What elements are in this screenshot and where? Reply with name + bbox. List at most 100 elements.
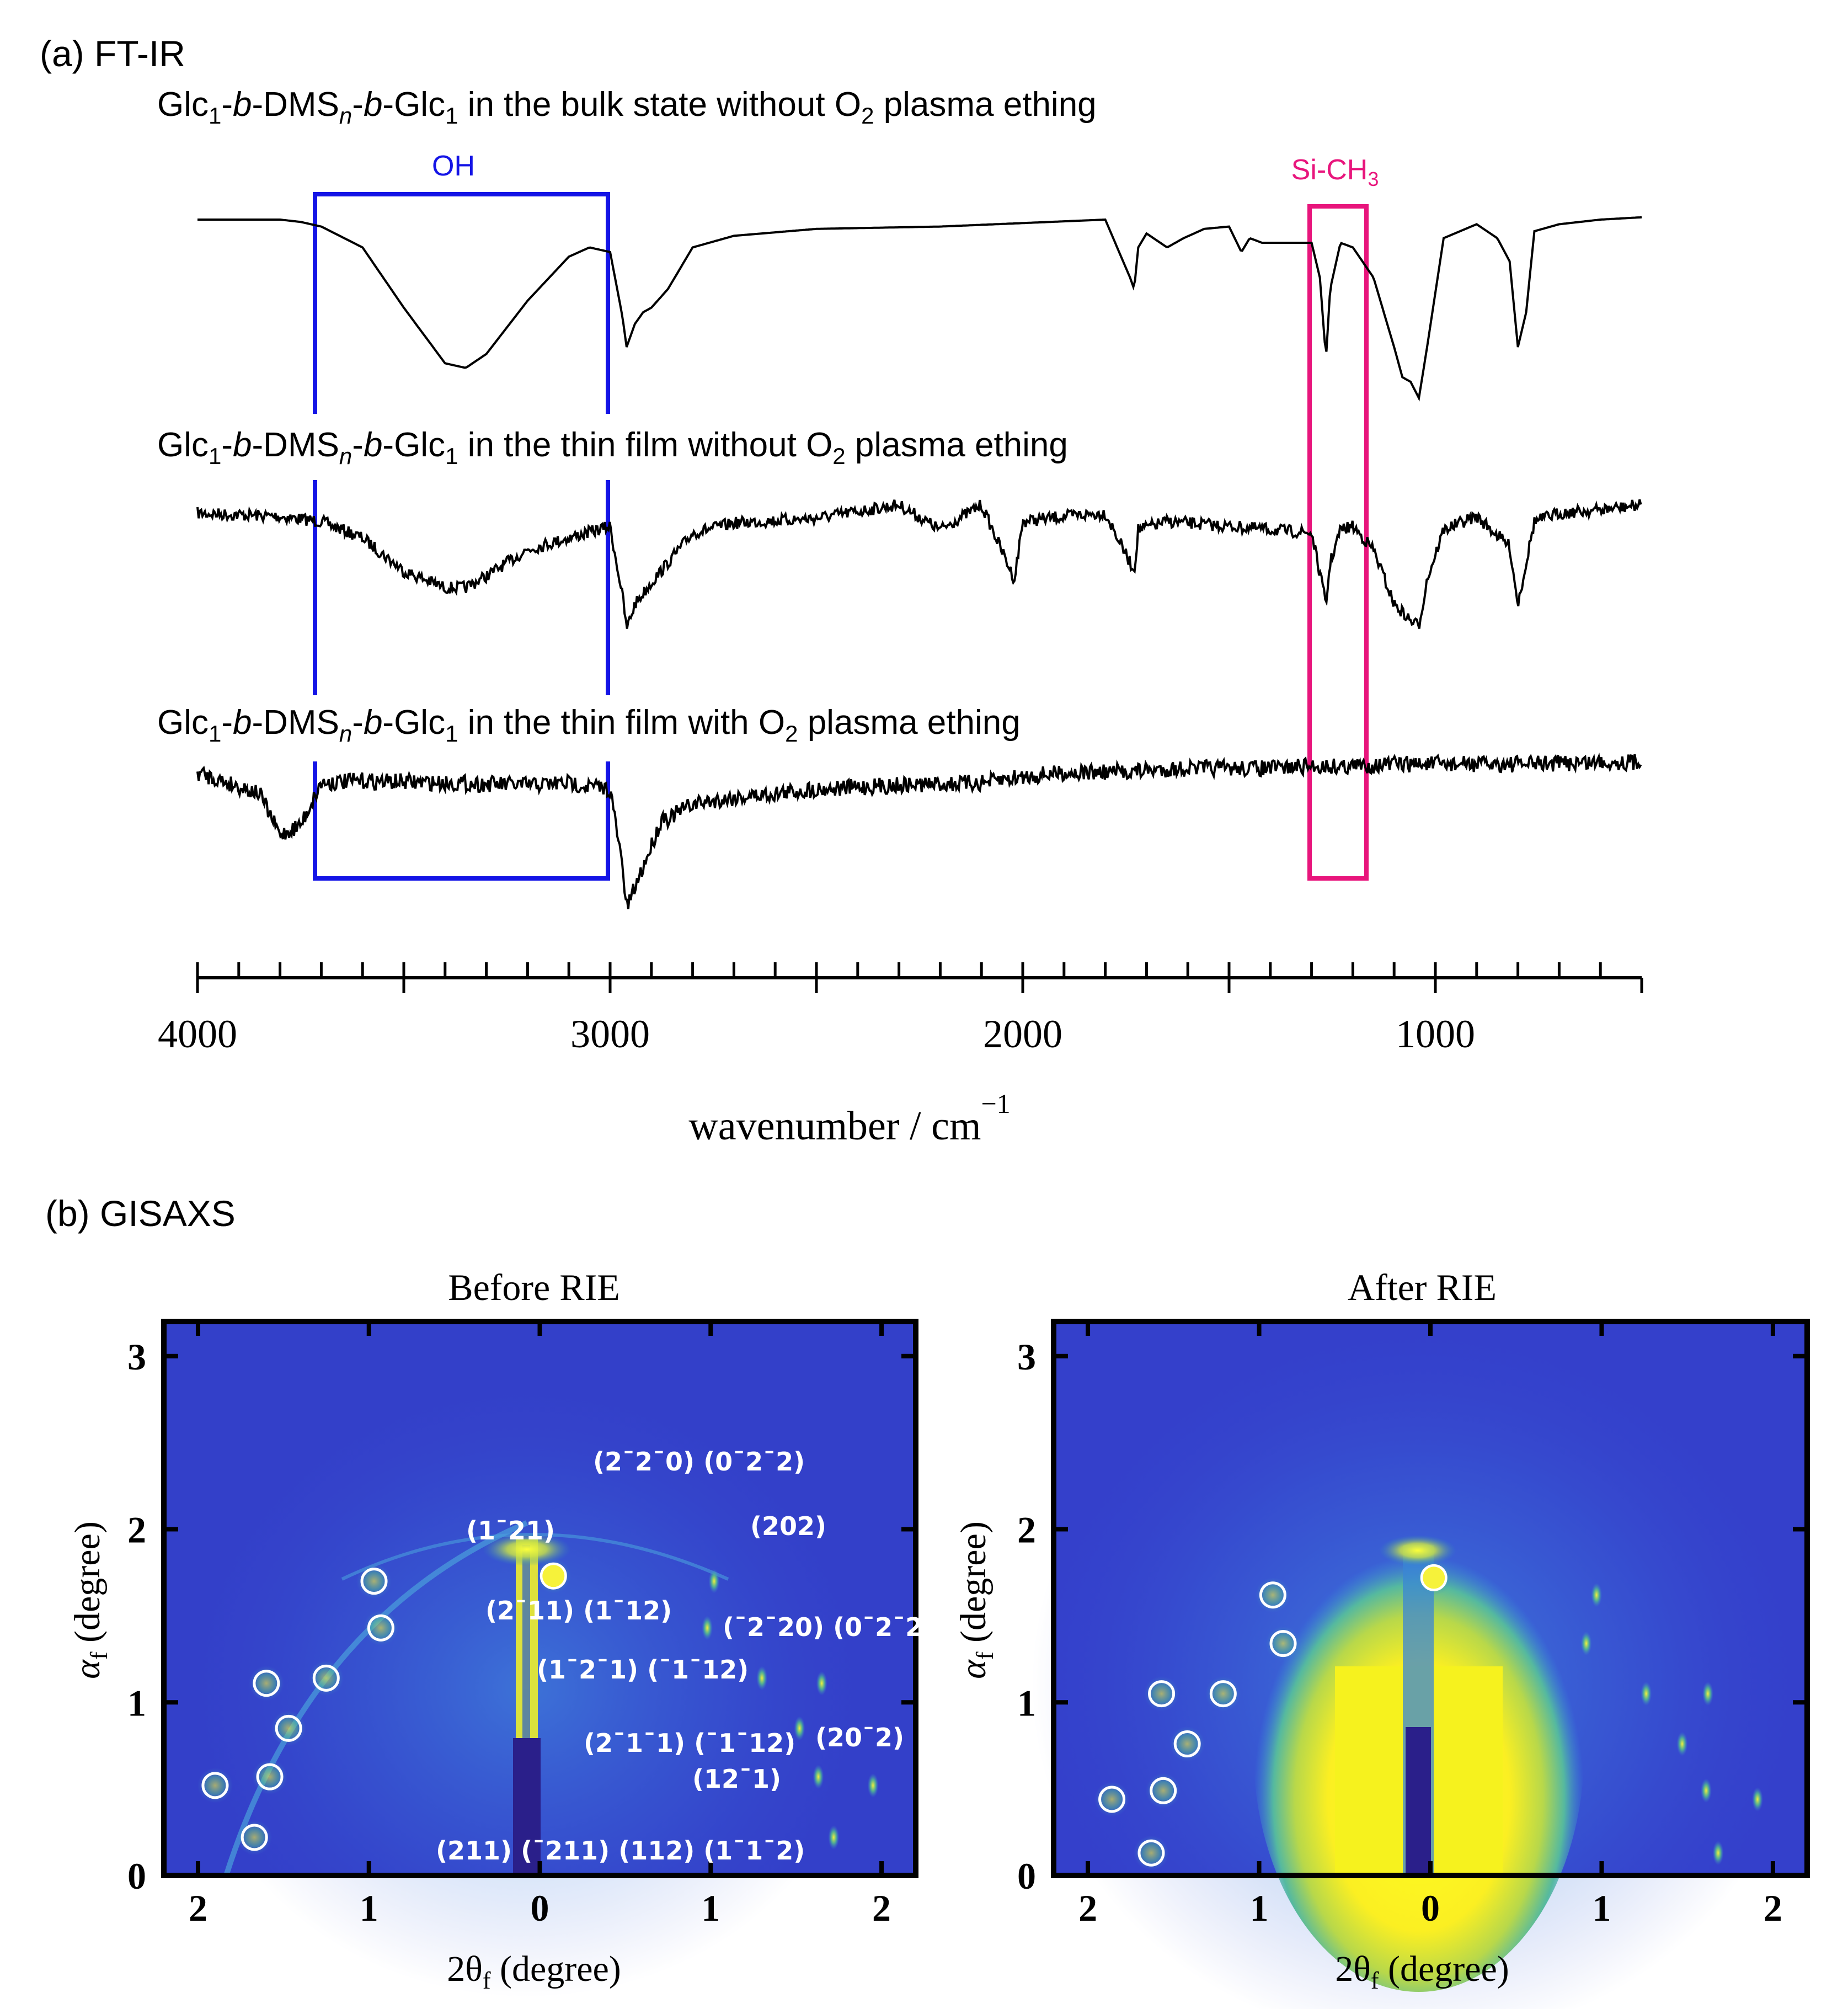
before-xtick-label-0: 2 <box>872 1887 891 1929</box>
after-peak-marker-3 <box>1209 1680 1237 1708</box>
after-peak-marker-7 <box>1098 1786 1126 1813</box>
after-ytick-label-1: 1 <box>1017 1682 1036 1724</box>
after-rie-title: After RIE <box>1348 1266 1497 1308</box>
after-peak-marker-5 <box>1173 1730 1201 1758</box>
after-side-spots <box>1580 1582 1763 1866</box>
sich3-label: Si-CH3 <box>1291 154 1379 190</box>
before-ytick-label-0: 0 <box>127 1855 146 1897</box>
panel-a-label: (a) FT-IR <box>40 33 185 74</box>
before-peak-marker-2 <box>367 1614 394 1642</box>
before-ytick-label-1: 1 <box>127 1682 146 1724</box>
after-ytick-label-3: 3 <box>1017 1336 1036 1378</box>
before-mirror-spot-1 <box>702 1616 713 1640</box>
after-x-axis-label: 2θf (degree) <box>1335 1949 1509 1994</box>
trace-2-label: Glc1-b-DMSn-b-Glc1 in the thin film with… <box>157 426 1068 469</box>
after-peak-marker-2 <box>1269 1630 1297 1658</box>
before-rie-title: Before RIE <box>448 1266 620 1308</box>
ir-tick-label-4000: 4000 <box>158 1012 237 1056</box>
ir-spectra <box>196 216 1642 909</box>
after-specular-peak <box>1379 1535 1456 1566</box>
after-xtick-label-4: 2 <box>1078 1887 1097 1929</box>
after-mirror-spot-7 <box>1712 1841 1724 1866</box>
hkl-label-220-022: (2¯2¯0) (0¯2¯2) <box>593 1447 805 1477</box>
before-side-spots <box>702 1569 879 1850</box>
before-peak-marker-4 <box>253 1670 280 1697</box>
panel-b-label: (b) GISAXS <box>45 1193 236 1234</box>
after-mirror-spot-2 <box>1641 1681 1652 1706</box>
after-mirror-spot-0 <box>1591 1582 1603 1607</box>
before-xtick-label-4: 2 <box>189 1887 207 1929</box>
before-beamstop <box>513 1738 541 1875</box>
before-peak-marker-7 <box>201 1772 229 1799</box>
before-xtick-label-1: 1 <box>701 1887 720 1929</box>
after-mirror-spot-6 <box>1751 1787 1763 1811</box>
before-peak-marker-6 <box>256 1763 284 1790</box>
after-peak-marker-6 <box>1150 1777 1177 1804</box>
after-ytick-label-0: 0 <box>1017 1855 1036 1897</box>
hkl-label-bottom-row: (211) (¯211) (112) (1¯1¯2) <box>436 1836 805 1866</box>
before-xtick-label-2: 0 <box>531 1887 549 1929</box>
before-x-axis-label: 2θf (degree) <box>447 1949 621 1994</box>
before-ytick-label-2: 2 <box>127 1509 146 1551</box>
before-mirror-spot-4 <box>794 1716 805 1741</box>
after-mirror-spot-3 <box>1702 1681 1713 1706</box>
hkl-label-211-112: (2¯11) (1¯12) <box>485 1596 672 1626</box>
hkl-label-neg220-022: (¯2¯20) (0¯2¯2) <box>723 1612 934 1642</box>
after-peak-marker-1 <box>1259 1581 1286 1609</box>
after-xtick-label-2: 0 <box>1421 1887 1440 1929</box>
after-y-axis-label: αf (degree) <box>953 1521 998 1679</box>
before-peak-marker-8 <box>241 1824 268 1851</box>
hkl-label-202bar: (20¯2) <box>815 1723 904 1752</box>
before-ytick-label-3: 3 <box>127 1336 146 1378</box>
hkl-label-121: (1¯21) <box>466 1516 555 1546</box>
after-xtick-label-3: 1 <box>1250 1887 1269 1929</box>
ir-tick-label-1000: 1000 <box>1396 1012 1475 1056</box>
after-mirror-spot-4 <box>1676 1731 1688 1756</box>
hkl-label-121bar: (12¯1) <box>692 1764 781 1794</box>
before-mirror-spot-3 <box>816 1671 827 1696</box>
before-y-axis-label: αf (degree) <box>67 1521 113 1679</box>
after-peak-marker-0 <box>1420 1564 1448 1591</box>
ir-trace-3 <box>196 752 1642 909</box>
oh-label: OH <box>432 150 475 182</box>
before-mirror-spot-5 <box>813 1765 824 1789</box>
hkl-label-202: (202) <box>750 1511 826 1541</box>
before-diffraction-arc <box>223 1520 528 1877</box>
sich3-region-box <box>1307 204 1369 881</box>
ir-trace-1 <box>197 216 1642 402</box>
ir-tick-label-2000: 2000 <box>983 1012 1062 1056</box>
before-peak-marker-3 <box>312 1664 340 1692</box>
hkl-labels: (2¯2¯0) (0¯2¯2) (202) (1¯21) (2¯11) (1¯1… <box>436 1447 934 1866</box>
hkl-label-211-neg112: (2¯1¯1) (¯1¯12) <box>584 1728 795 1758</box>
after-specular-marker <box>1423 1566 1445 1589</box>
ir-x-axis-label: wavenumber / cm−1 <box>688 1088 1010 1149</box>
before-specular-peak <box>483 1533 571 1566</box>
trace-3-label: Glc1-b-DMSn-b-Glc1 in the thin film with… <box>157 704 1021 747</box>
before-mirror-spot-7 <box>828 1825 840 1850</box>
after-mirror-spot-1 <box>1580 1631 1592 1656</box>
oh-region-box <box>313 192 610 881</box>
after-peak-marker-4 <box>1148 1680 1176 1708</box>
after-xtick-label-0: 2 <box>1764 1887 1782 1929</box>
ir-x-ticks: 4000 3000 2000 1000 <box>158 962 1643 1056</box>
before-specular-marker <box>542 1565 565 1587</box>
gisaxs-before-rie <box>164 1321 916 1997</box>
after-beamstop <box>1406 1727 1431 1875</box>
before-peak-marker-5 <box>275 1714 302 1742</box>
hkl-label-121-112: (1¯2¯1) (¯1¯12) <box>537 1655 749 1685</box>
before-peak-marker-0 <box>540 1562 567 1590</box>
gisaxs-after-rie <box>1032 1321 1807 2009</box>
after-mirror-spot-5 <box>1700 1778 1712 1803</box>
before-mirror-spot-2 <box>756 1666 768 1691</box>
ir-tick-label-3000: 3000 <box>570 1012 650 1056</box>
trace-1-label: Glc1-b-DMSn-b-Glc1 in the bulk state wit… <box>157 86 1097 129</box>
peak-markers <box>197 1558 1452 1871</box>
before-mirror-spot-6 <box>867 1773 879 1798</box>
ir-trace-2 <box>196 499 1642 629</box>
before-peak-marker-1 <box>360 1568 388 1595</box>
before-xtick-label-3: 1 <box>360 1887 378 1929</box>
after-xtick-label-1: 1 <box>1592 1887 1611 1929</box>
after-ytick-label-2: 2 <box>1017 1509 1036 1551</box>
